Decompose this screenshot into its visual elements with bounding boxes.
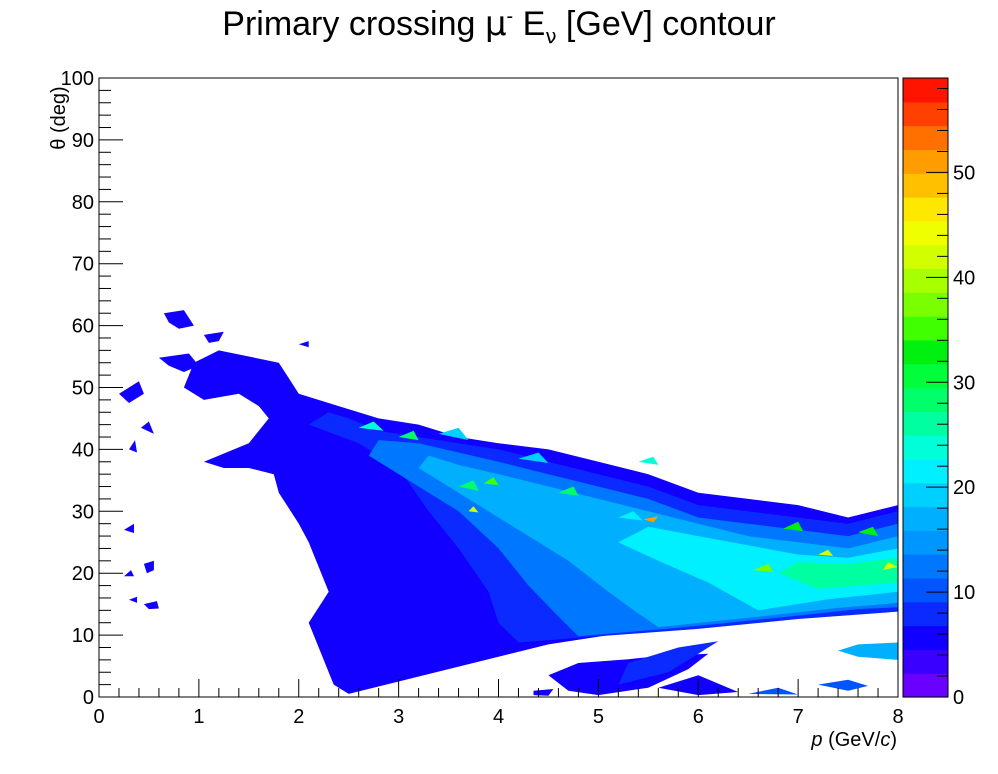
y-tick-label: 70	[72, 254, 94, 276]
contour-region	[163, 310, 194, 329]
x-axis-label: p (GeV/c)	[810, 729, 897, 751]
contour-region	[883, 562, 898, 571]
y-axis: 0 10 20 30 40 50 60 70 80 90 100	[61, 68, 123, 709]
contour-region	[888, 536, 898, 546]
color-scale-band	[903, 363, 948, 389]
contour-region	[438, 427, 469, 441]
color-scale-band	[903, 101, 948, 127]
contour-region	[143, 601, 159, 610]
x-tick-label: 6	[693, 706, 704, 728]
y-tick-label: 100	[61, 68, 94, 90]
color-scale-band	[903, 458, 948, 484]
color-scale-band	[903, 482, 948, 508]
x-tick-label: 2	[293, 706, 304, 728]
x-tick-label: 0	[93, 706, 104, 728]
x-tick-label: 7	[793, 706, 804, 728]
contour-region	[618, 511, 644, 521]
color-scale-band	[903, 577, 948, 603]
y-tick-label: 50	[72, 378, 94, 400]
contour-region	[818, 679, 868, 691]
color-scale-band	[903, 601, 948, 627]
contour-region	[558, 486, 579, 496]
color-scale-band	[903, 316, 948, 341]
contour-region	[518, 452, 549, 463]
contour-region	[140, 421, 154, 434]
z-tick-label: 10	[953, 582, 975, 604]
color-scale-band	[903, 411, 948, 436]
contour-region	[483, 477, 499, 486]
color-scale-band	[903, 530, 948, 555]
color-scale-band	[903, 173, 948, 198]
y-tick-label: 10	[72, 625, 94, 647]
x-tick-label: 1	[193, 706, 204, 728]
contour-region	[124, 523, 134, 533]
contour-region	[533, 689, 554, 696]
color-scale-band	[903, 292, 948, 317]
contour-region	[753, 563, 774, 572]
color-scale-band	[903, 435, 948, 460]
color-scale-band	[903, 220, 948, 246]
color-scale-band	[903, 649, 948, 674]
y-tick-label: 30	[72, 501, 94, 523]
contour-region	[618, 641, 719, 685]
contour-region	[143, 560, 154, 574]
z-tick-label: 0	[953, 687, 964, 709]
color-scale-band	[903, 625, 948, 650]
contour-region	[129, 596, 137, 603]
color-scale-band	[903, 673, 948, 698]
contour-region	[119, 381, 144, 403]
color-scale-band	[903, 149, 948, 174]
contour-region	[298, 341, 309, 348]
color-scale-band	[903, 554, 948, 579]
color-scale-band	[903, 339, 948, 365]
color-scale-band	[903, 387, 948, 412]
y-tick-label: 80	[72, 192, 94, 214]
y-tick-label: 20	[72, 563, 94, 585]
contour-region	[858, 526, 878, 537]
contour-region	[818, 549, 834, 556]
contour-region	[748, 687, 799, 695]
x-tick-label: 5	[593, 706, 604, 728]
contour-region	[124, 570, 134, 577]
z-tick-label: 20	[953, 477, 975, 499]
contour-region	[783, 521, 804, 532]
y-tick-label: 0	[83, 687, 94, 709]
z-tick-label: 50	[953, 162, 975, 184]
color-scale: 0 10 20 30 40 50	[902, 77, 975, 709]
contour-region	[203, 331, 224, 343]
color-scale-band	[903, 197, 948, 222]
color-scale-frame	[902, 77, 949, 698]
y-tick-label: 60	[72, 316, 94, 338]
contour-region	[838, 642, 898, 660]
contour-regions	[119, 310, 898, 696]
contour-region	[158, 353, 199, 372]
contour-region	[398, 430, 419, 441]
contour-region	[638, 456, 659, 465]
color-scale-band	[903, 506, 948, 531]
color-scale-band	[903, 268, 948, 293]
y-axis-label: θ (deg)	[48, 86, 70, 149]
contour-region	[129, 440, 137, 453]
contour-region	[468, 506, 479, 513]
contour-region	[778, 557, 898, 589]
x-tick-label: 3	[393, 706, 404, 728]
x-tick-label: 8	[892, 706, 903, 728]
color-scale-band	[903, 125, 948, 151]
z-tick-label: 40	[953, 267, 975, 289]
y-tick-label: 40	[72, 439, 94, 461]
contour-region	[358, 421, 384, 431]
z-tick-label: 30	[953, 372, 975, 394]
contour-region	[458, 480, 479, 491]
y-tick-label: 90	[72, 130, 94, 152]
contour-region	[643, 516, 659, 523]
color-scale-band	[903, 78, 948, 103]
chart-title: Primary crossing μ- Eν [GeV] contour	[222, 4, 776, 48]
x-tick-label: 4	[493, 706, 504, 728]
x-axis: 0 1 2 3 4 5 6 7 8	[93, 679, 904, 728]
